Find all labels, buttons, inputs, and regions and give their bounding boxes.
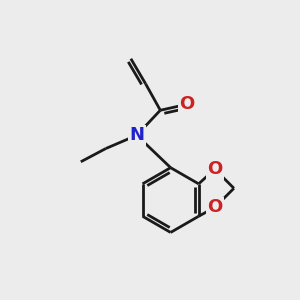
Text: N: N [129, 126, 144, 144]
Text: O: O [207, 160, 222, 178]
Text: O: O [207, 198, 222, 216]
Text: O: O [179, 95, 194, 113]
